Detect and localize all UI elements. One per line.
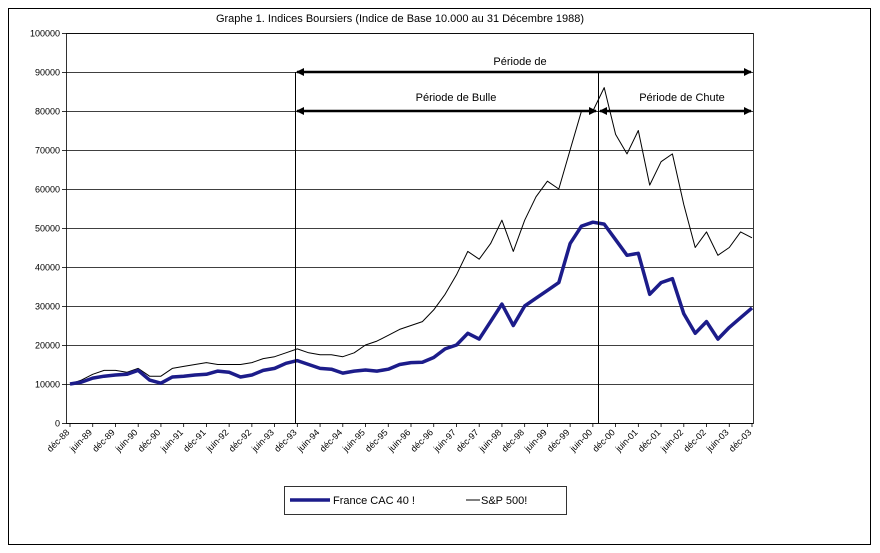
y-tick-label: 30000 — [35, 302, 60, 312]
y-tick-label: 70000 — [35, 146, 60, 156]
y-tick-label: 90000 — [35, 68, 60, 78]
series-line — [69, 220, 754, 386]
series-line — [69, 87, 753, 385]
legend-label: France CAC 40 ! — [333, 495, 415, 507]
y-tick-label: 50000 — [35, 224, 60, 234]
y-tick-label: 40000 — [35, 263, 60, 273]
legend-items: France CAC 40 ! S&P 500! — [290, 495, 527, 507]
y-tick-label: 100000 — [30, 29, 60, 39]
y-tick-label: 80000 — [35, 107, 60, 117]
y-tick-label: 60000 — [35, 185, 60, 195]
chart-frame — [8, 8, 871, 545]
chart-title: Graphe 1. Indices Boursiers (Indice de B… — [216, 13, 584, 25]
legend — [284, 486, 567, 515]
legend-label: S&P 500! — [481, 495, 527, 507]
annotation: Période de Chute — [639, 92, 725, 104]
y-tick-label: 10000 — [35, 380, 60, 390]
annotation: Période de Bulle — [416, 92, 497, 104]
y-tick-label: 20000 — [35, 341, 60, 351]
y-tick-label: 0 — [55, 419, 60, 429]
annotation: Période de — [493, 56, 546, 68]
